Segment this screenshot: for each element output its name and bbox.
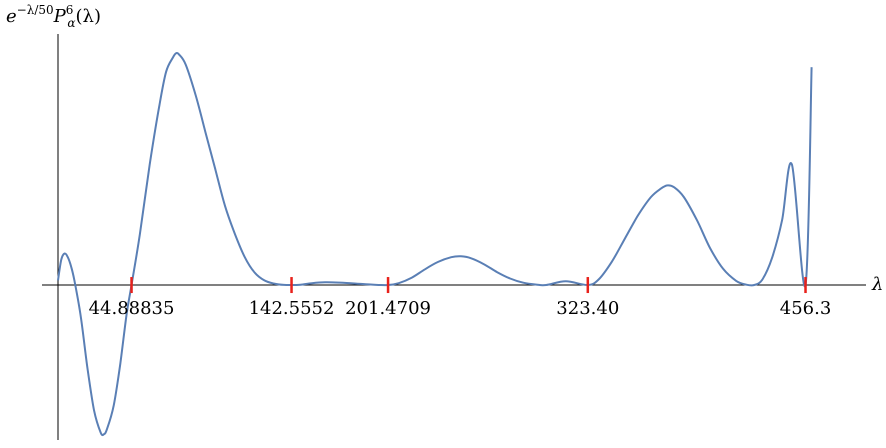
root-label: 142.5552 bbox=[249, 298, 335, 319]
y-axis-label: e−λ/50P6 α(λ) bbox=[6, 3, 101, 30]
markers bbox=[130, 277, 807, 294]
x-axis-label: λ bbox=[871, 274, 883, 295]
root-label: 323.40 bbox=[556, 298, 619, 319]
axes bbox=[42, 34, 866, 440]
root-label: 201.4709 bbox=[345, 298, 431, 319]
tick-labels: 44.88835 142.5552 201.4709 323.40 456.3 bbox=[89, 298, 832, 319]
root-label: 44.88835 bbox=[89, 298, 175, 319]
series-line bbox=[57, 51, 813, 437]
root-label: 456.3 bbox=[780, 298, 832, 319]
